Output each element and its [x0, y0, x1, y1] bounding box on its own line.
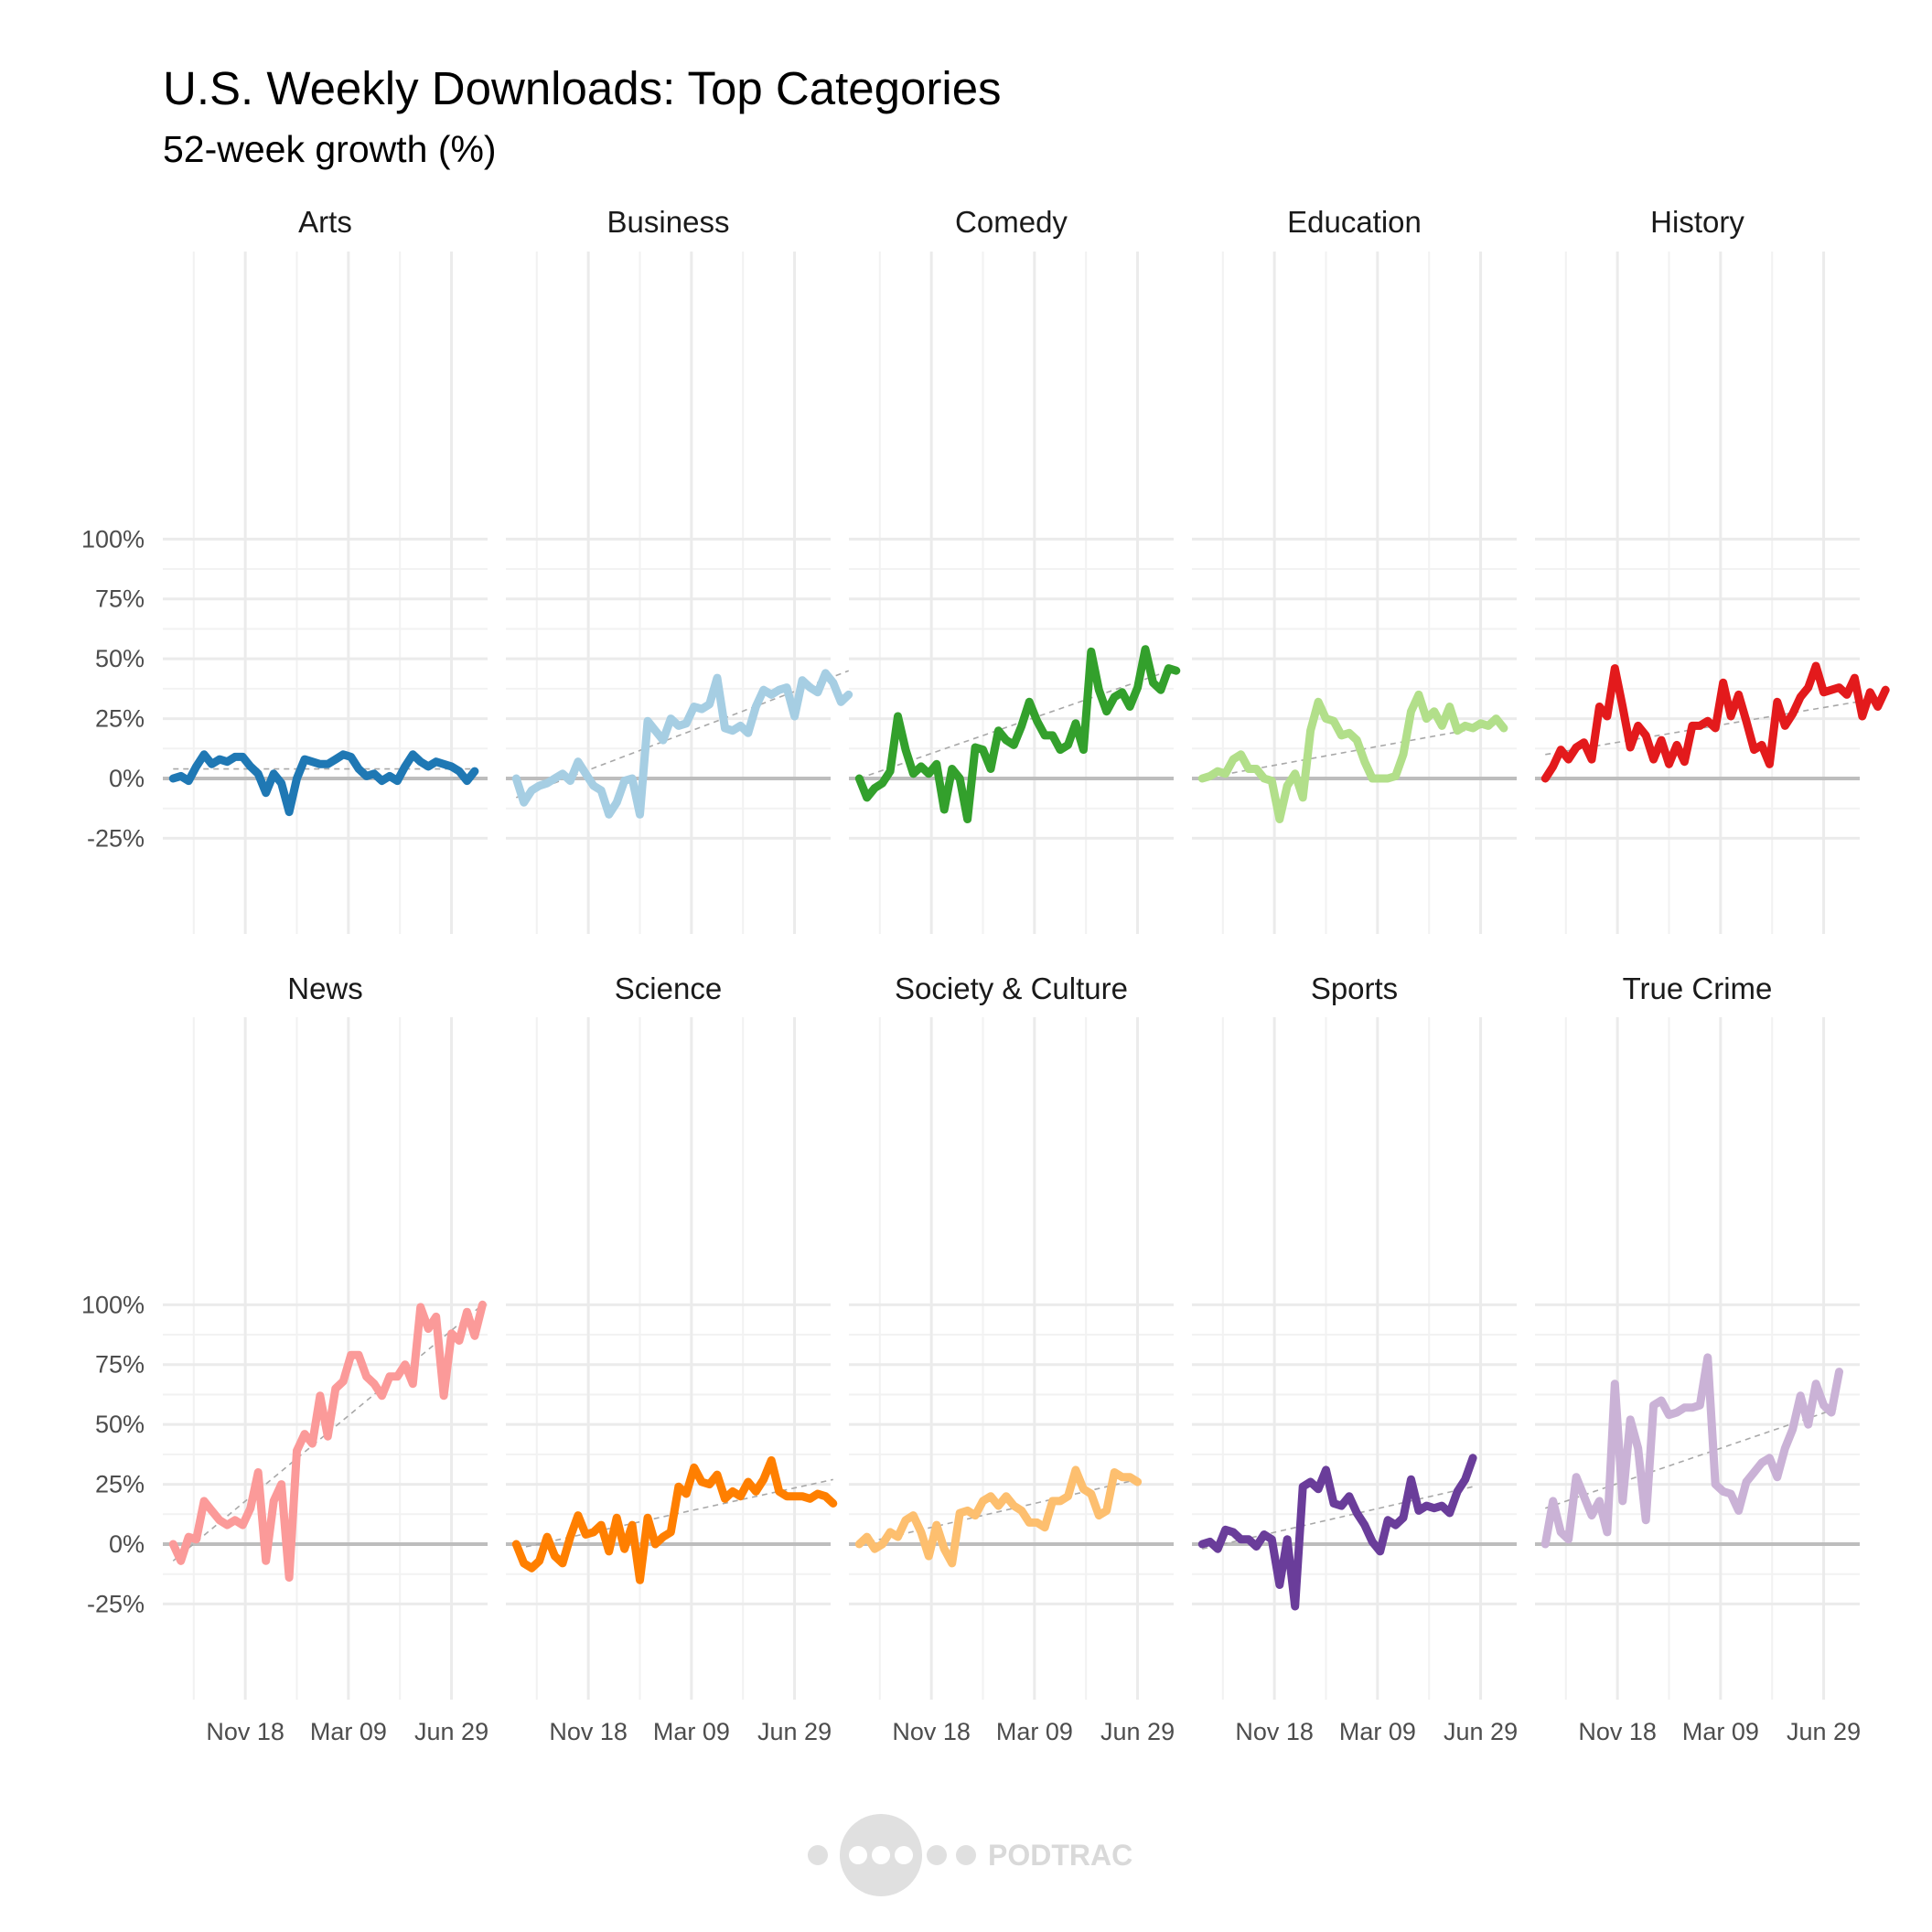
x-tick-label: Mar 09	[653, 1718, 730, 1745]
panel-title: True Crime	[1623, 971, 1773, 1005]
x-tick-label: Nov 18	[892, 1718, 971, 1745]
panel-sports: Sports Nov 18 Mar 09 Jun 29	[1192, 971, 1518, 1745]
panel-title: Sports	[1311, 971, 1398, 1005]
panel-true-crime: True Crime Nov 18 Mar 09 Jun 29	[1535, 971, 1861, 1745]
logo-inner-dot-3	[895, 1846, 913, 1864]
y-tick-label: -25%	[87, 824, 145, 852]
series-line	[1540, 661, 1890, 783]
y-tick-label: 50%	[95, 645, 145, 672]
chart-title: U.S. Weekly Downloads: Top Categories	[163, 62, 1002, 114]
series-line	[1197, 1454, 1477, 1611]
y-tick-label: 100%	[81, 525, 145, 553]
panel-title: Business	[607, 205, 730, 239]
x-tick-label: Mar 09	[1682, 1718, 1759, 1745]
y-tick-label: 0%	[109, 765, 145, 792]
panel-title: History	[1650, 205, 1744, 239]
x-tick-label: Mar 09	[1339, 1718, 1416, 1745]
y-tick-label: 0%	[109, 1530, 145, 1558]
y-tick-label: -25%	[87, 1590, 145, 1617]
panel-society-culture: Society & Culture Nov 18 Mar 09 Jun 29	[849, 971, 1175, 1745]
podtrac-logo: PODTRAC	[808, 1814, 1132, 1896]
panel-title: Education	[1287, 205, 1422, 239]
trend-line	[515, 670, 850, 799]
panel-title: Science	[615, 971, 722, 1005]
x-tick-label: Mar 09	[310, 1718, 387, 1745]
panel-arts: Arts 100% 75% 50% 25% 0% -25%	[81, 205, 488, 934]
panel-history: History	[1535, 205, 1890, 934]
panel-education: Education	[1192, 205, 1517, 934]
series-line	[854, 1465, 1143, 1568]
logo-inner-dot-1	[849, 1846, 867, 1864]
series-line	[1197, 690, 1508, 823]
trend-line	[172, 1304, 483, 1562]
logo-text: PODTRAC	[988, 1839, 1132, 1872]
logo-inner-dot-2	[872, 1846, 890, 1864]
y-tick-label: 25%	[95, 705, 145, 733]
logo-dot-small-mid	[927, 1845, 947, 1865]
logo-dot-small-left	[808, 1845, 828, 1865]
panel-comedy: Comedy	[849, 205, 1181, 934]
y-tick-label: 100%	[81, 1291, 145, 1318]
series-line	[168, 1300, 487, 1583]
x-tick-label: Nov 18	[1235, 1718, 1314, 1745]
panels-layer: Arts 100% 75% 50% 25% 0% -25% Business Comedy Edu…	[81, 205, 1890, 1745]
panel-title: News	[287, 971, 363, 1005]
x-tick-label: Nov 18	[549, 1718, 628, 1745]
panel-business: Business	[506, 205, 853, 934]
series-line	[854, 645, 1181, 823]
x-tick-label: Jun 29	[1100, 1718, 1175, 1745]
x-tick-label: Jun 29	[757, 1718, 832, 1745]
series-line	[168, 750, 479, 817]
x-tick-label: Jun 29	[1787, 1718, 1861, 1745]
trend-line	[1545, 1407, 1840, 1509]
logo-dot-small-right	[956, 1845, 976, 1865]
x-tick-label: Jun 29	[1444, 1718, 1518, 1745]
y-tick-label: 75%	[95, 585, 145, 613]
panel-title: Society & Culture	[895, 971, 1128, 1005]
y-tick-label: 75%	[95, 1351, 145, 1379]
panel-science: Science Nov 18 Mar 09 Jun 29	[506, 971, 838, 1745]
x-tick-label: Nov 18	[1578, 1718, 1657, 1745]
x-tick-label: Jun 29	[414, 1718, 488, 1745]
trend-line	[859, 1478, 1138, 1545]
x-tick-label: Nov 18	[206, 1718, 284, 1745]
panel-news: News 100% 75% 50% 25% 0% -25% Nov 18 Mar 09 Jun 2…	[81, 971, 488, 1745]
series-line	[1540, 1353, 1843, 1549]
y-tick-label: 50%	[95, 1411, 145, 1438]
panel-title: Arts	[298, 205, 352, 239]
series-line	[511, 669, 853, 819]
y-tick-label: 25%	[95, 1471, 145, 1498]
x-tick-label: Mar 09	[996, 1718, 1073, 1745]
panel-title: Comedy	[955, 205, 1068, 239]
chart-subtitle: 52-week growth (%)	[163, 128, 497, 170]
series-line	[511, 1455, 838, 1584]
